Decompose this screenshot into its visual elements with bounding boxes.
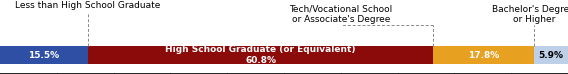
Text: 17.8%: 17.8% [468, 51, 500, 60]
Text: 15.5%: 15.5% [28, 51, 60, 60]
Bar [433, 46, 534, 64]
Text: Bachelor's Degree
or Higher: Bachelor's Degree or Higher [492, 5, 568, 24]
Bar [534, 46, 568, 64]
Text: High School Graduate (or Equivalent)
60.8%: High School Graduate (or Equivalent) 60.… [165, 45, 356, 65]
Bar [0, 46, 88, 64]
Text: Tech/Vocational School
or Associate's Degree: Tech/Vocational School or Associate's De… [289, 5, 392, 24]
Text: Less than High School Graduate: Less than High School Graduate [15, 1, 161, 10]
Text: 5.9%: 5.9% [538, 51, 564, 60]
Bar [88, 46, 433, 64]
